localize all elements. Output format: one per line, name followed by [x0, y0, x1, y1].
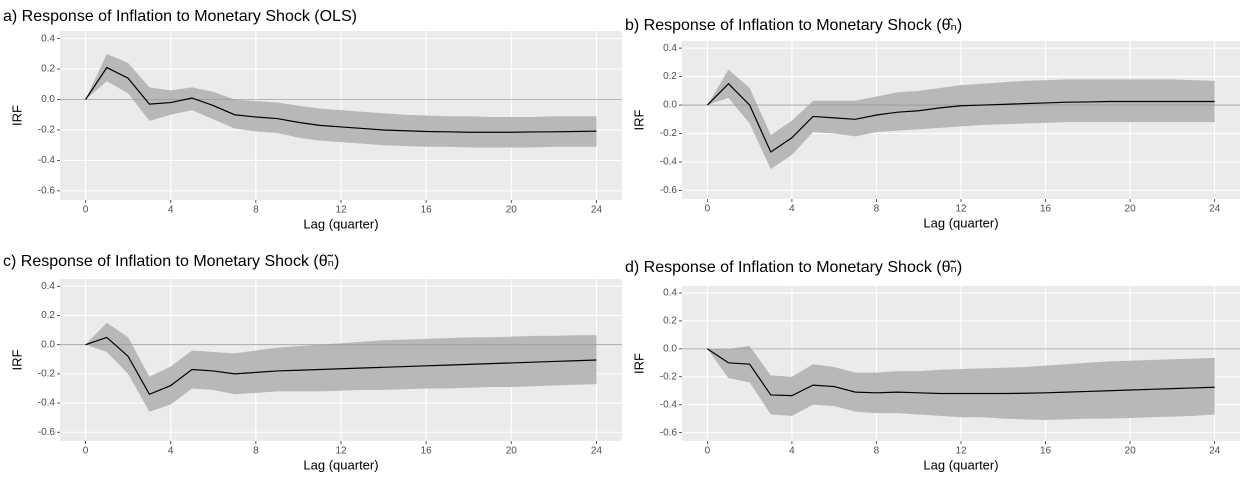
y-tick-label: 0.0 [41, 94, 55, 105]
irf-line [707, 348, 1215, 397]
x-tick-label: 0 [83, 446, 89, 457]
y-tick-label: 0.2 [41, 310, 55, 321]
y-axis-label: IRF [9, 349, 24, 370]
x-tick-label: 12 [955, 204, 967, 215]
y-tick-label: 0.2 [41, 64, 55, 75]
y-axis-label: IRF [631, 353, 646, 374]
y-tick-label: -0.2 [38, 125, 56, 136]
chart-title: b) Response of Inflation to Monetary Sho… [625, 17, 962, 34]
x-tick-label: 4 [789, 204, 795, 215]
x-tick-label: 16 [421, 205, 433, 216]
x-tick-label: 8 [253, 446, 259, 457]
x-tick-label: 8 [253, 205, 259, 216]
confidence-band [707, 69, 1215, 170]
x-tick-label: 12 [335, 446, 347, 457]
x-tick-label: 20 [506, 205, 518, 216]
y-tick-label: -0.2 [660, 128, 678, 139]
y-tick-label: -0.4 [38, 398, 56, 409]
chart-title: c) Response of Inflation to Monetary Sho… [3, 253, 339, 270]
y-tick-label: -0.2 [38, 369, 56, 380]
x-tick-label: 20 [506, 446, 518, 457]
x-tick-label: 4 [168, 446, 174, 457]
y-tick-label: -0.4 [660, 157, 678, 168]
y-tick-label: -0.2 [660, 371, 678, 382]
y-tick-label: -0.6 [38, 186, 56, 197]
y-tick-label: 0.2 [663, 71, 677, 82]
y-tick-label: 0.0 [41, 339, 55, 350]
irf-line [85, 336, 597, 396]
x-tick-label: 4 [168, 205, 174, 216]
x-tick-label: 0 [705, 204, 711, 215]
irf-line [85, 66, 597, 133]
y-tick-label: -0.6 [660, 185, 678, 196]
x-tick-label: 16 [1040, 446, 1052, 457]
panel: 0.4 0.2 0.0 -0.2 -0.4 -0.6 0 4 8 12 16 20 24 d) Respo… [625, 259, 1240, 472]
x-tick-label: 8 [874, 204, 880, 215]
x-tick-label: 0 [705, 446, 711, 457]
x-tick-label: 24 [591, 205, 603, 216]
y-tick-label: -0.6 [660, 427, 678, 438]
chart-title: d) Response of Inflation to Monetary Sho… [625, 259, 962, 276]
panel: 0.4 0.2 0.0 -0.2 -0.4 -0.6 0 4 8 12 16 20 24 b) Respo… [625, 17, 1240, 230]
panel: 0.4 0.2 0.0 -0.2 -0.4 -0.6 0 4 8 12 16 20 24 a) Respo… [3, 8, 622, 231]
x-tick-label: 24 [591, 446, 603, 457]
x-tick-label: 12 [955, 446, 967, 457]
x-tick-label: 24 [1209, 446, 1221, 457]
x-axis-label: Lag (quarter) [303, 216, 378, 231]
y-tick-label: 0.4 [663, 43, 677, 54]
x-tick-label: 16 [421, 446, 433, 457]
y-tick-label: 0.2 [663, 316, 677, 327]
x-axis-label: Lag (quarter) [923, 215, 998, 230]
y-tick-label: -0.4 [660, 399, 678, 410]
y-tick-label: -0.6 [38, 427, 56, 438]
x-tick-label: 0 [83, 205, 89, 216]
x-tick-label: 16 [1040, 204, 1052, 215]
chart-title: a) Response of Inflation to Monetary Sho… [3, 8, 357, 25]
x-tick-label: 4 [789, 446, 795, 457]
y-tick-label: 0.0 [663, 100, 677, 111]
x-tick-label: 8 [874, 446, 880, 457]
y-tick-label: -0.4 [38, 155, 56, 166]
y-tick-label: 0.0 [663, 343, 677, 354]
y-tick-label: 0.4 [41, 281, 55, 292]
confidence-band [707, 346, 1215, 421]
y-tick-label: 0.4 [41, 33, 55, 44]
panel: 0.4 0.2 0.0 -0.2 -0.4 -0.6 0 4 8 12 16 20 24 c) Respo… [3, 253, 622, 472]
y-axis-label: IRF [631, 109, 646, 130]
y-tick-label: 0.4 [663, 288, 677, 299]
x-tick-label: 20 [1125, 204, 1137, 215]
x-tick-label: 20 [1125, 446, 1137, 457]
x-axis-label: Lag (quarter) [303, 457, 378, 472]
y-axis-label: IRF [9, 105, 24, 126]
confidence-band [85, 53, 597, 148]
irf-line [706, 82, 1215, 153]
x-tick-label: 12 [335, 205, 347, 216]
x-axis-label: Lag (quarter) [923, 457, 998, 472]
x-tick-label: 24 [1209, 204, 1221, 215]
